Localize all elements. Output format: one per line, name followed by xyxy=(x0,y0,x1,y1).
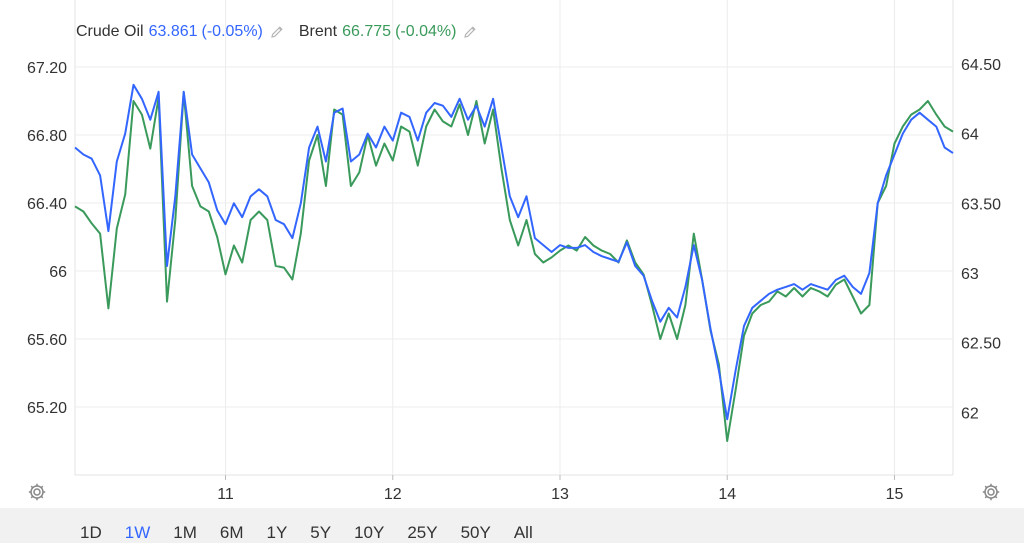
left-tick-label: 65.60 xyxy=(27,332,67,349)
range-1y-button[interactable]: 1Y xyxy=(266,523,288,542)
legend: Crude Oil 63.861 (-0.05%) Brent 66.775 (… xyxy=(76,23,492,41)
right-tick-label: 64.50 xyxy=(961,57,1001,74)
range-5y-button[interactable]: 5Y xyxy=(310,523,332,542)
right-axis-settings-gear-icon[interactable] xyxy=(981,482,1001,502)
legend-change-crude-oil: (-0.05%) xyxy=(201,23,263,40)
legend-crude-oil[interactable]: Crude Oil 63.861 (-0.05%) xyxy=(76,23,285,41)
x-tick-label: 13 xyxy=(551,486,569,503)
legend-change-brent: (-0.04%) xyxy=(395,23,457,40)
x-tick-label: 15 xyxy=(886,486,904,503)
price-chart: 65.20 65.60 66 66.40 66.80 67.20 62 62.50 63 63.… xyxy=(27,0,1001,503)
range-10y-button[interactable]: 10Y xyxy=(354,523,385,542)
range-1w-button[interactable]: 1W xyxy=(124,523,151,542)
range-1d-button[interactable]: 1D xyxy=(80,523,102,542)
right-tick-label: 64 xyxy=(961,127,979,144)
pencil-icon[interactable] xyxy=(269,24,285,40)
range-bar xyxy=(0,508,1024,543)
x-axis: 11 12 13 14 15 xyxy=(217,475,903,503)
range-6m-button[interactable]: 6M xyxy=(219,523,244,542)
right-tick-label: 63 xyxy=(961,266,979,283)
left-tick-label: 66 xyxy=(49,264,67,281)
right-tick-label: 63.50 xyxy=(961,196,1001,213)
left-tick-label: 65.20 xyxy=(27,400,67,417)
right-axis: 62 62.50 63 63.50 64 64.50 xyxy=(961,57,1001,422)
range-25y-button[interactable]: 25Y xyxy=(407,523,438,542)
legend-name-crude-oil: Crude Oil xyxy=(76,23,144,40)
range-selector: 1D 1W 1M 6M 1Y 5Y 10Y 25Y 50Y All xyxy=(80,523,556,543)
pencil-icon[interactable] xyxy=(462,24,478,40)
legend-name-brent: Brent xyxy=(298,23,338,40)
range-all-button[interactable]: All xyxy=(513,523,533,542)
series-line-brent xyxy=(74,91,954,442)
range-1m-button[interactable]: 1M xyxy=(173,523,197,542)
legend-brent[interactable]: Brent 66.775 (-0.04%) xyxy=(299,23,479,41)
grid xyxy=(74,0,954,476)
right-tick-label: 62.50 xyxy=(961,336,1001,353)
x-tick-label: 12 xyxy=(384,486,402,503)
legend-value-brent: 66.775 xyxy=(342,23,392,40)
left-tick-label: 66.80 xyxy=(27,128,67,145)
series-line-crude-oil xyxy=(74,83,954,421)
right-tick-label: 62 xyxy=(961,405,979,422)
x-tick-label: 11 xyxy=(217,486,234,503)
series-lines xyxy=(74,83,954,442)
x-tick-label: 14 xyxy=(718,486,736,503)
range-50y-button[interactable]: 50Y xyxy=(460,523,491,542)
legend-value-crude-oil: 63.861 xyxy=(148,23,198,40)
left-axis-settings-gear-icon[interactable] xyxy=(27,482,47,502)
left-tick-label: 67.20 xyxy=(27,60,67,77)
left-axis: 65.20 65.60 66 66.40 66.80 67.20 xyxy=(27,60,67,417)
left-tick-label: 66.40 xyxy=(27,196,67,213)
